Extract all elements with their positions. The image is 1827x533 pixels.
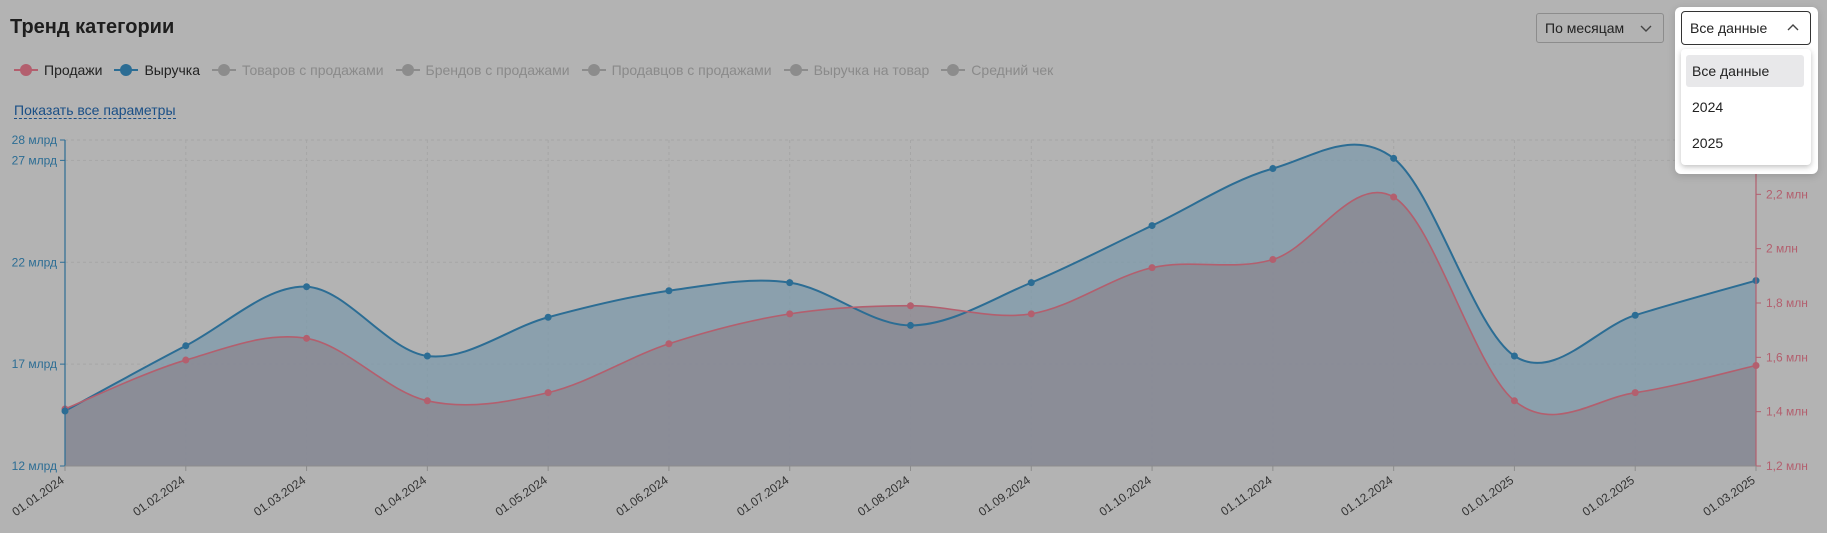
legend-label: Выручка bbox=[144, 62, 201, 78]
legend-item-products-with-sales[interactable]: Товаров с продажами bbox=[212, 62, 384, 78]
x-tick-label: 01.06.2024 bbox=[613, 473, 670, 519]
revenue-point bbox=[1510, 352, 1518, 360]
x-tick-label: 01.05.2024 bbox=[493, 473, 550, 519]
sales-point bbox=[423, 397, 431, 405]
sales-point bbox=[1027, 310, 1035, 318]
sales-point bbox=[303, 334, 311, 342]
legend-label: Брендов с продажами bbox=[425, 62, 570, 78]
sales-point bbox=[786, 310, 794, 318]
x-tick-label: 01.03.2025 bbox=[1700, 473, 1757, 519]
data-range-dropdown: Все данные 2024 2025 bbox=[1681, 49, 1811, 165]
sales-point bbox=[907, 302, 914, 310]
legend-label: Продажи bbox=[44, 62, 103, 78]
revenue-point bbox=[544, 313, 552, 321]
data-range-select-value: Все данные bbox=[1690, 20, 1768, 36]
legend-label: Средний чек bbox=[971, 62, 1054, 78]
revenue-line bbox=[64, 143, 1757, 412]
revenue-point bbox=[1027, 279, 1035, 287]
legend-item-sales[interactable]: Продажи bbox=[14, 62, 102, 78]
sales-point bbox=[544, 389, 552, 397]
y-right-tick-label: 1,4 млн bbox=[1766, 405, 1808, 419]
y-left-tick-label: 12 млрд bbox=[12, 459, 57, 473]
legend-marker-icon bbox=[941, 64, 966, 76]
period-select-value: По месяцам bbox=[1545, 20, 1625, 36]
x-tick-label: 01.07.2024 bbox=[734, 473, 791, 519]
sales-point bbox=[1269, 256, 1277, 264]
revenue-point bbox=[1390, 154, 1398, 162]
data-range-select[interactable]: Все данные bbox=[1681, 11, 1811, 45]
y-left-tick-label: 17 млрд bbox=[12, 357, 57, 371]
sales-point bbox=[1390, 193, 1398, 201]
x-tick-label: 01.04.2024 bbox=[372, 473, 429, 519]
legend-item-average-check[interactable]: Средний чек bbox=[941, 62, 1053, 78]
sales-line bbox=[64, 191, 1757, 416]
y-left-tick-label: 22 млрд bbox=[12, 255, 57, 269]
sales-point bbox=[182, 356, 190, 364]
y-right-tick-label: 1,8 млн bbox=[1766, 296, 1808, 310]
legend-item-revenue-per-product[interactable]: Выручка на товар bbox=[783, 62, 930, 78]
revenue-point bbox=[1631, 311, 1639, 319]
legend-label: Продавцов с продажами bbox=[611, 62, 772, 78]
chart-legend: Продажи Выручка Товаров с продажами Брен… bbox=[14, 62, 1065, 78]
x-tick-label: 01.12.2024 bbox=[1338, 473, 1395, 519]
y-left-tick-label: 27 млрд bbox=[12, 153, 57, 167]
legend-item-revenue[interactable]: Выручка bbox=[114, 62, 200, 78]
x-tick-label: 01.10.2024 bbox=[1097, 473, 1154, 519]
revenue-point bbox=[182, 342, 190, 350]
revenue-point bbox=[907, 321, 914, 329]
revenue-point bbox=[423, 352, 431, 360]
sales-point bbox=[665, 340, 673, 348]
revenue-point bbox=[786, 279, 794, 287]
sales-point bbox=[1510, 397, 1518, 405]
revenue-point bbox=[665, 287, 673, 295]
legend-marker-icon bbox=[581, 64, 606, 76]
legend-marker-icon bbox=[114, 64, 139, 76]
legend-item-sellers-with-sales[interactable]: Продавцов с продажами bbox=[581, 62, 772, 78]
sales-point bbox=[1631, 389, 1639, 397]
legend-marker-icon bbox=[783, 64, 808, 76]
x-tick-label: 01.02.2024 bbox=[130, 473, 187, 519]
dropdown-option-2025[interactable]: 2025 bbox=[1692, 135, 1724, 151]
page-title: Тренд категории bbox=[10, 16, 175, 38]
sales-area bbox=[65, 192, 1756, 466]
y-right-tick-label: 2,2 млн bbox=[1766, 187, 1808, 201]
revenue-point bbox=[1269, 165, 1277, 173]
legend-label: Выручка на товар bbox=[813, 62, 930, 78]
x-tick-label: 01.02.2025 bbox=[1580, 473, 1637, 519]
legend-marker-icon bbox=[14, 64, 38, 76]
period-select[interactable]: По месяцам bbox=[1536, 13, 1664, 43]
x-tick-label: 01.08.2024 bbox=[855, 473, 912, 519]
legend-item-brands-with-sales[interactable]: Брендов с продажами bbox=[395, 62, 570, 78]
x-tick-label: 01.03.2024 bbox=[251, 473, 308, 519]
dropdown-option-all[interactable]: Все данные bbox=[1686, 55, 1804, 87]
x-tick-label: 01.11.2024 bbox=[1218, 473, 1275, 519]
chevron-down-icon bbox=[1640, 25, 1652, 32]
revenue-point bbox=[303, 283, 311, 291]
dropdown-option-2024[interactable]: 2024 bbox=[1692, 99, 1724, 115]
y-left-tick-label: 28 млрд bbox=[12, 133, 57, 147]
revenue-point bbox=[1148, 222, 1156, 230]
legend-marker-icon bbox=[395, 64, 420, 76]
y-right-tick-label: 2 млн bbox=[1766, 242, 1798, 256]
sales-point bbox=[1148, 264, 1156, 272]
legend-label: Товаров с продажами bbox=[242, 62, 384, 78]
y-right-tick-label: 1,6 млн bbox=[1766, 350, 1808, 364]
y-right-tick-label: 1,2 млн bbox=[1766, 459, 1808, 473]
chevron-up-icon bbox=[1787, 24, 1799, 31]
x-tick-label: 01.09.2024 bbox=[976, 473, 1033, 519]
legend-marker-icon bbox=[212, 64, 237, 76]
x-tick-label: 01.01.2025 bbox=[1459, 473, 1516, 519]
show-all-params-link[interactable]: Показать все параметры bbox=[14, 102, 176, 119]
x-tick-label: 01.01.2024 bbox=[9, 473, 66, 519]
